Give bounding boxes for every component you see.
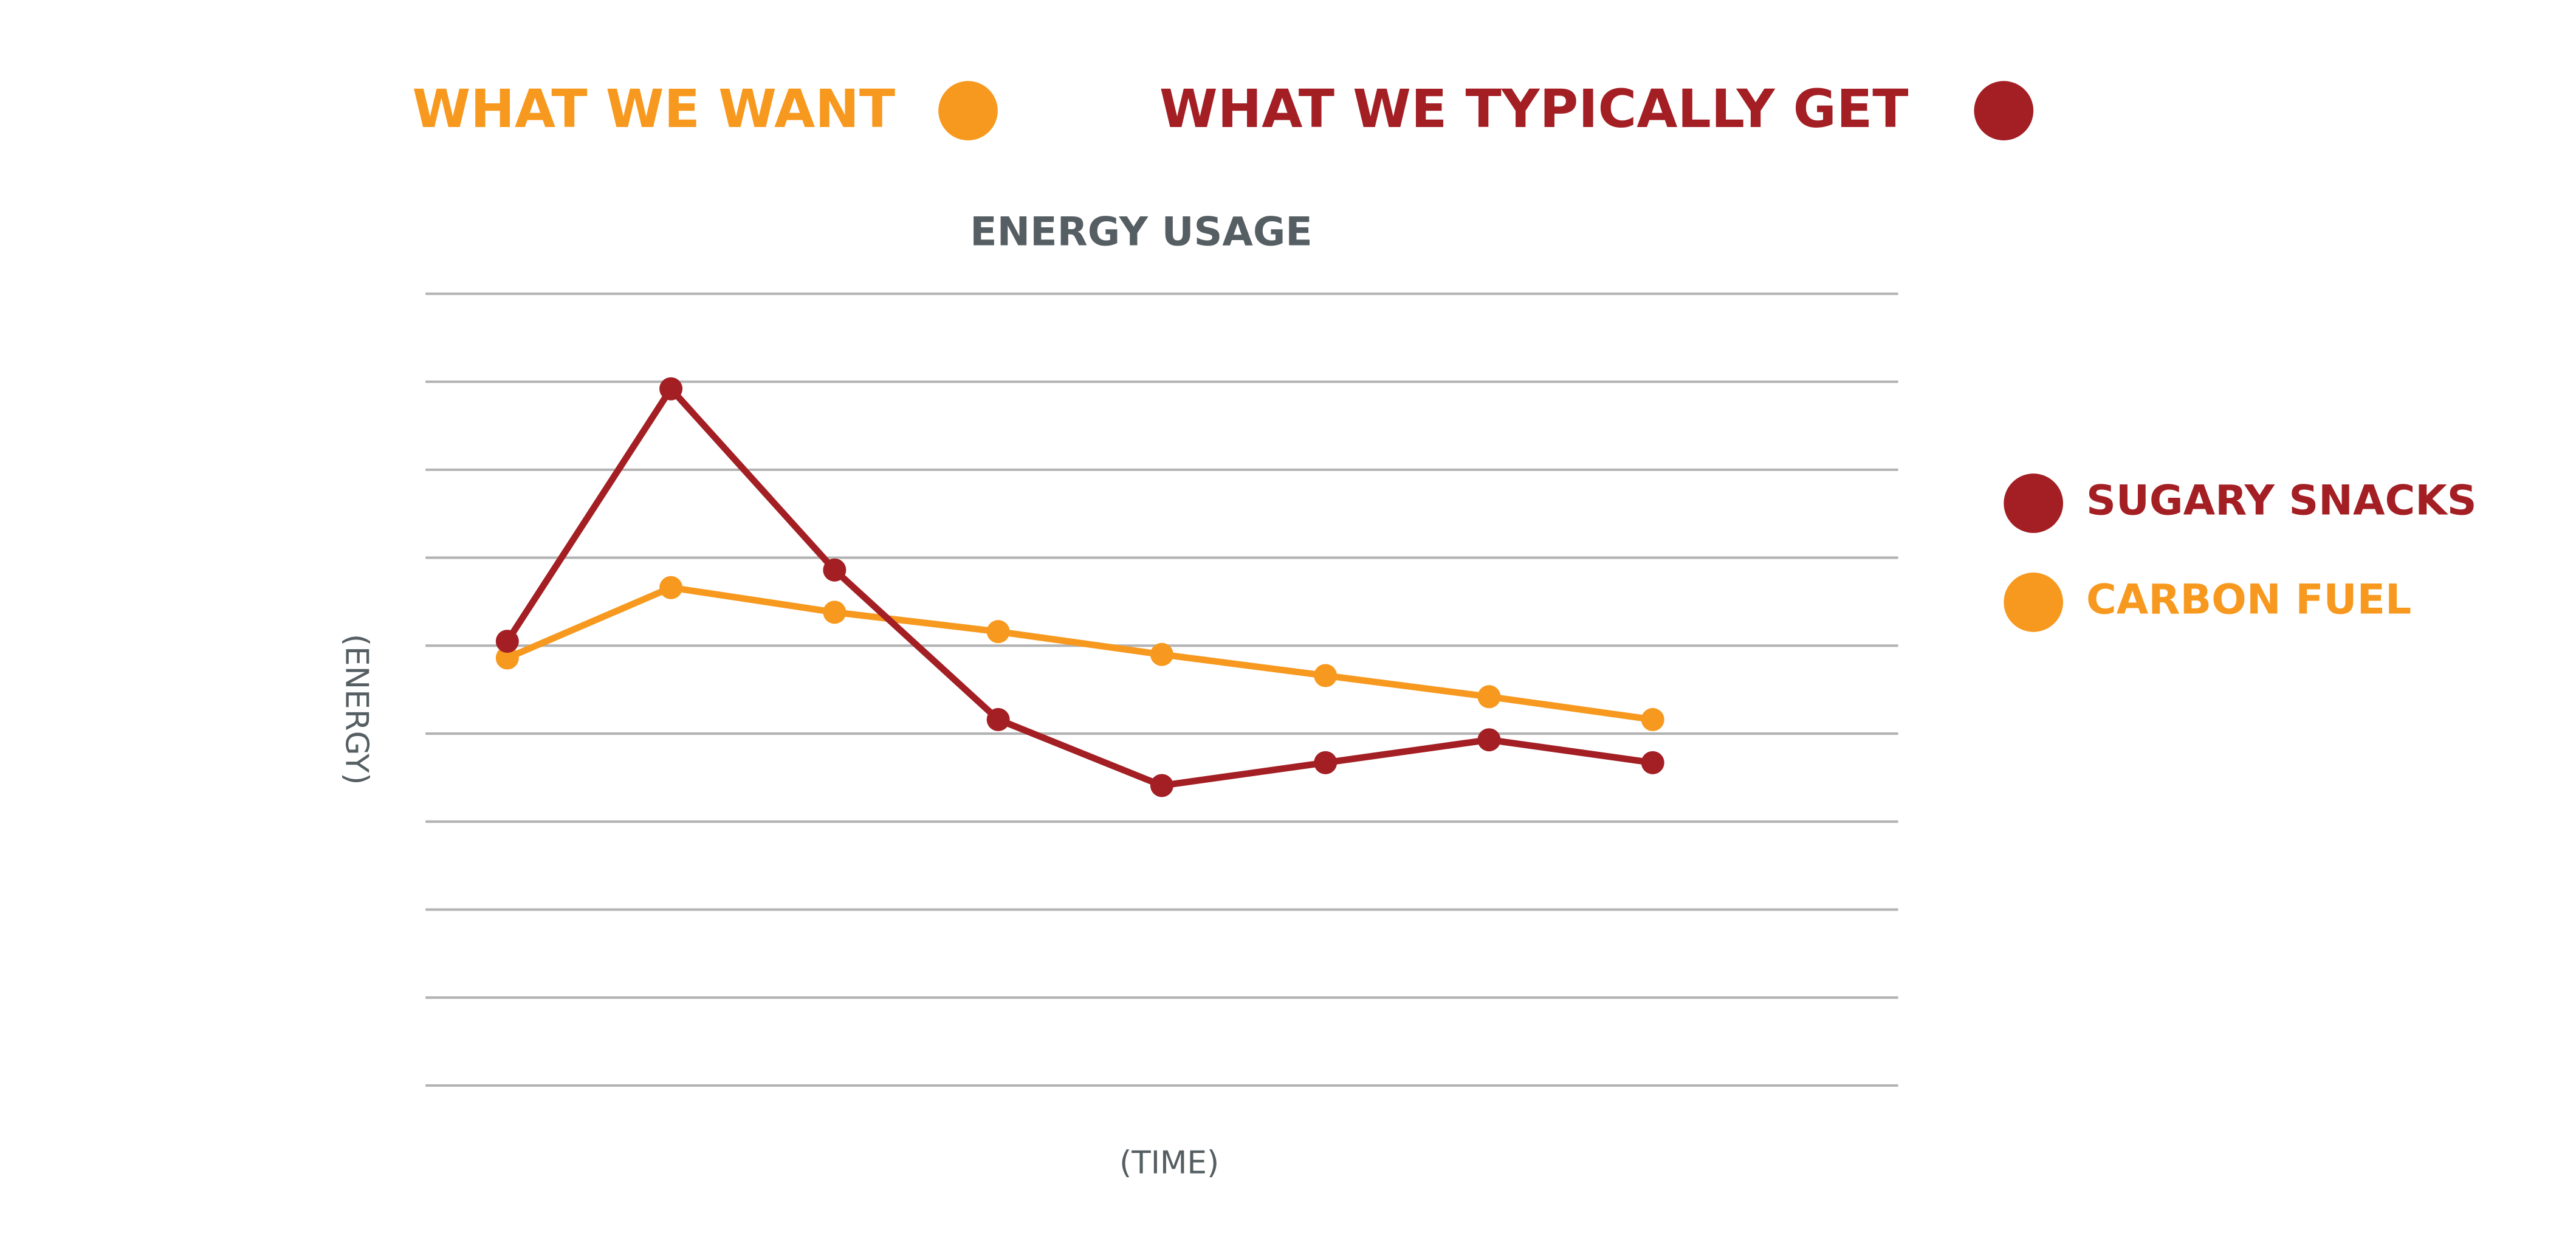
- y-axis-label: (ENERGY): [338, 634, 374, 785]
- header-legend-dot: [1974, 81, 2034, 140]
- data-point: [1314, 751, 1338, 774]
- data-point: [1641, 751, 1664, 774]
- header-legend-dot: [938, 81, 998, 140]
- data-point: [1150, 642, 1173, 666]
- data-point: [1641, 707, 1664, 731]
- legend-marker: [2004, 573, 2063, 632]
- legend-label: CARBON FUEL: [2086, 575, 2411, 623]
- legend-marker: [2004, 473, 2063, 533]
- data-point: [986, 620, 1010, 644]
- data-point: [495, 646, 519, 670]
- data-point: [823, 600, 847, 624]
- data-point: [495, 630, 519, 653]
- chart-title: ENERGY USAGE: [970, 210, 1313, 255]
- data-point: [1150, 774, 1173, 797]
- data-point: [659, 576, 683, 599]
- header-legend-label: WHAT WE WANT: [412, 78, 895, 140]
- series-line: [506, 584, 1654, 723]
- header-legend-label: WHAT WE TYPICALLY GET: [1159, 78, 1909, 140]
- data-point: [1314, 664, 1338, 687]
- series-line: [504, 385, 1654, 789]
- legend-label: SUGARY SNACKS: [2086, 477, 2477, 525]
- data-point: [986, 707, 1010, 731]
- data-point: [823, 558, 847, 582]
- data-point: [1477, 685, 1501, 709]
- data-point: [1477, 728, 1501, 752]
- data-point: [659, 377, 683, 401]
- x-axis-label: (TIME): [1119, 1144, 1219, 1181]
